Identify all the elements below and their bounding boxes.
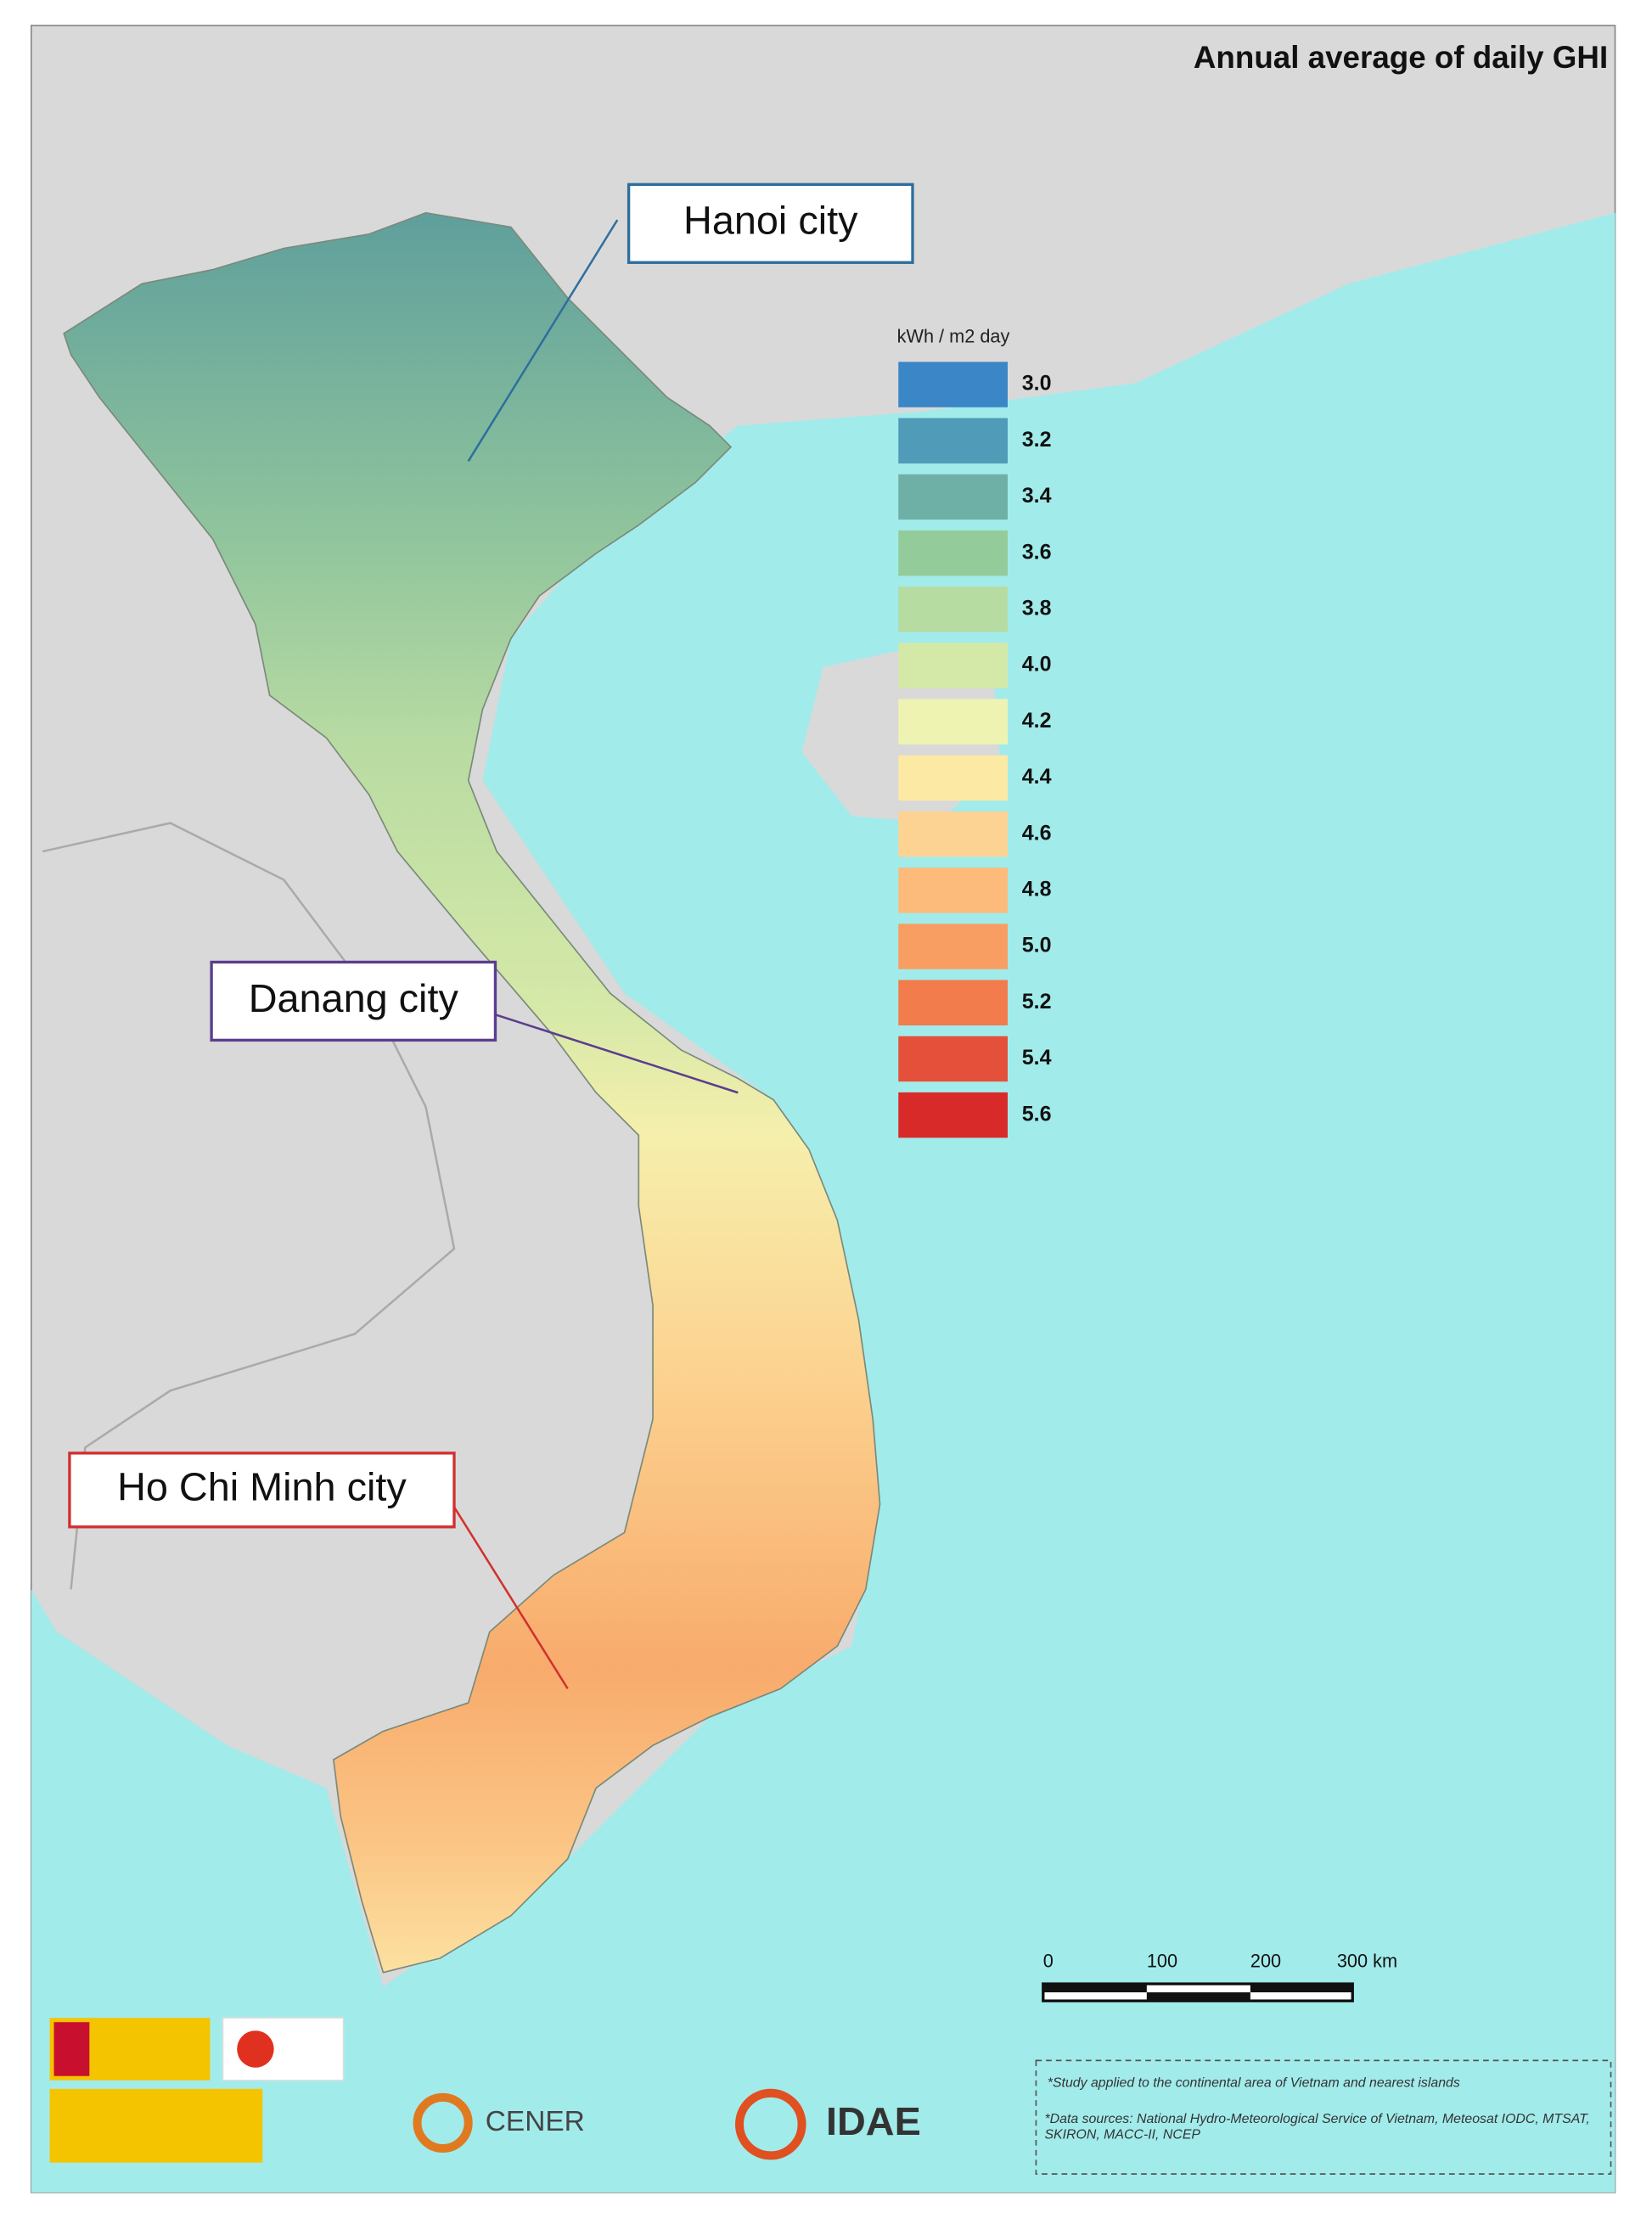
legend-label: 5.4 [1022, 1046, 1052, 1070]
note-wrap: *Data sources: National Hydro-Meteorolog… [1044, 2111, 1590, 2143]
callout-leader [467, 219, 619, 462]
legend-label: 3.6 [1022, 540, 1052, 564]
scale-bar-segment [1250, 1984, 1353, 1993]
legend-swatch [898, 811, 1008, 857]
legend-swatch [898, 924, 1008, 969]
border-lines [42, 822, 456, 1590]
logo-text: CENER [486, 2106, 585, 2137]
scale-bar-segment [1146, 1992, 1250, 2002]
note: *Study applied to the continental area o… [1048, 2075, 1460, 2090]
callout-box [68, 1452, 456, 1529]
legend-label: 3.4 [1022, 484, 1052, 508]
legend-label: 4.8 [1022, 877, 1052, 901]
legend-swatch [898, 530, 1008, 576]
legend-swatch [898, 699, 1008, 744]
legend: kWh / m2 day 3.0 3.2 3.4 3.6 3.8 4.0 4.2 4.4 4.6… [897, 326, 1052, 1138]
legend-swatch [898, 474, 1008, 520]
notes-box [1035, 2059, 1612, 2175]
legend-swatch [898, 755, 1008, 801]
callout-label: Ho Chi Minh city [117, 1465, 407, 1509]
callouts: Hanoi city Danang city Ho Chi Minh city [68, 183, 914, 1690]
map-title: Annual average of daily GHI [1194, 40, 1608, 75]
legend-label: 3.2 [1022, 428, 1052, 452]
note: *Data sources: National Hydro-Meteorolog… [1044, 2111, 1590, 2143]
logo [413, 2092, 473, 2154]
callout-box [210, 960, 497, 1042]
logo [53, 2022, 90, 2076]
legend-swatch [898, 362, 1008, 407]
legend-label: 4.0 [1022, 653, 1052, 677]
scale-label: 0 [1043, 1951, 1054, 1972]
callout-leader [452, 1506, 569, 1690]
legend-unit: kWh / m2 day [897, 326, 1010, 347]
legend-swatch [898, 643, 1008, 688]
legend-swatch [898, 587, 1008, 632]
scale-label: 200 [1250, 1951, 1281, 1972]
legend-label: 4.6 [1022, 821, 1052, 845]
callout-label: Danang city [249, 976, 459, 1020]
logo [49, 2088, 263, 2163]
callout-box [627, 183, 914, 264]
legend-label: 4.2 [1022, 709, 1052, 733]
legend-label: 3.8 [1022, 596, 1052, 620]
legend-label: 5.0 [1022, 934, 1052, 957]
logo-text: IDAE [826, 2099, 921, 2143]
vietnam [63, 211, 881, 1974]
legend-swatch [898, 418, 1008, 463]
legend-label: 5.6 [1022, 1102, 1052, 1126]
scale-label: 300 km [1337, 1951, 1397, 1972]
legend-label: 3.0 [1022, 372, 1052, 396]
legend-label: 5.2 [1022, 990, 1052, 1014]
legend-swatch [898, 1036, 1008, 1082]
legend-swatch [898, 980, 1008, 1026]
callout-leader [495, 1014, 739, 1094]
scale-label: 100 [1147, 1951, 1177, 1972]
callout-label: Hanoi city [683, 199, 858, 243]
logo [735, 2088, 806, 2160]
scale-bar: 0 100 200 300 km [1042, 1951, 1397, 2002]
legend-swatch [898, 868, 1008, 913]
legend-label: 4.4 [1022, 765, 1052, 789]
scale-bar-segment [1042, 1984, 1147, 1993]
legend-swatch [898, 1092, 1008, 1138]
logo [237, 2030, 274, 2068]
